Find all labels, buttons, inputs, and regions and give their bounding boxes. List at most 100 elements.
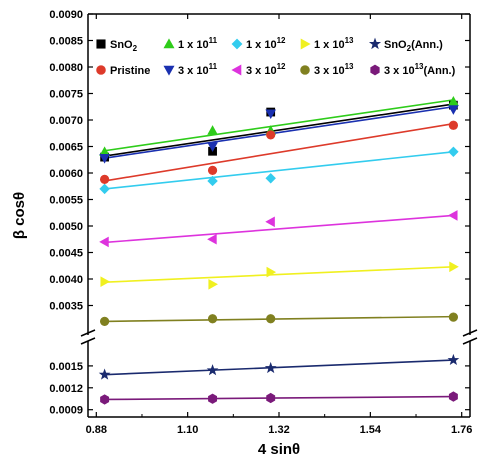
legend-marker (163, 38, 175, 49)
y-tick-label: 0.0085 (49, 36, 83, 48)
data-point-series-7 (99, 236, 109, 248)
legend-marker (370, 64, 380, 76)
fit-line-series-1 (104, 99, 454, 152)
y-tick-label: 0.0060 (49, 168, 83, 180)
legend-item-1: 1 x 1011 (163, 36, 218, 51)
y-tick-label: 0.0045 (49, 248, 83, 260)
fit-line-series-0 (104, 103, 454, 157)
legend-item-5: Pristine (96, 65, 150, 77)
x-tick-label: 1.32 (268, 424, 289, 436)
data-point-series-7 (447, 210, 458, 221)
data-point-series-4 (98, 368, 111, 380)
legend-label-part: 2 (407, 44, 412, 53)
legend-label: 3 x 1011 (178, 62, 218, 77)
fit-line-series-8 (104, 315, 454, 323)
axis-break-mark (80, 337, 96, 345)
legend-marker (368, 37, 382, 50)
axis-break-mark (462, 329, 478, 337)
data-point-series-5 (266, 130, 276, 140)
data-point-series-4 (206, 364, 219, 376)
data-point-series-9 (208, 393, 218, 404)
legend-label-part: 3 x 10 (314, 65, 345, 77)
fit-line-series-6 (104, 105, 454, 159)
legend-item-6: 3 x 1011 (163, 62, 218, 77)
legend-label: Pristine (110, 65, 150, 77)
data-point-series-1 (207, 125, 218, 135)
y-tick-label: 0.0055 (49, 195, 83, 207)
legend-label-part: 12 (277, 62, 286, 71)
legend-label: SnO2(Ann.) (384, 39, 443, 53)
legend-label-part: 3 x 10 (178, 65, 209, 77)
legend-label-part: Pristine (110, 65, 150, 77)
legend-label: 1 x 1011 (178, 36, 218, 51)
data-point-series-6 (265, 109, 277, 120)
legend-label-part: 1 x 10 (178, 39, 209, 51)
plot-markers (98, 96, 460, 405)
x-tick-label: 1.54 (360, 424, 382, 436)
data-point-series-9 (448, 391, 458, 402)
legend-label-part: 1 x 10 (246, 39, 277, 51)
axis-break-mark (80, 329, 96, 337)
legend-label-part: (Ann.) (424, 65, 456, 77)
legend-marker (96, 65, 106, 75)
y-tick-label: 0.0050 (49, 221, 83, 233)
y-tick-label: 0.0070 (49, 115, 83, 127)
fit-line-series-9 (104, 395, 454, 401)
data-point-series-7 (207, 233, 217, 245)
data-point-series-5 (207, 165, 218, 175)
y-tick-label: 0.0065 (49, 142, 83, 154)
y-tick-label: 0.0012 (49, 383, 83, 395)
fit-line-series-7 (104, 214, 454, 244)
legend-label-part: 13 (415, 62, 424, 71)
y-tick-label: 0.0075 (49, 89, 83, 101)
legend-label-part: 3 x 10 (384, 65, 415, 77)
plot-lines (104, 99, 454, 401)
legend-marker (231, 38, 243, 50)
legend-label-part: 11 (209, 62, 218, 71)
legend-marker (231, 64, 242, 76)
legend-label: SnO2 (110, 39, 138, 53)
data-point-series-2 (207, 175, 218, 187)
data-point-series-6 (207, 142, 218, 152)
y-axis-label: β cosθ (11, 192, 28, 239)
data-point-series-3 (208, 278, 218, 290)
data-point-series-2 (99, 183, 110, 195)
fit-line-series-5 (104, 122, 454, 182)
y-tick-label: 0.0090 (49, 9, 83, 21)
legend-item-3: 1 x 1013 (300, 36, 354, 51)
legend-label: 1 x 1013 (314, 36, 354, 51)
legend-label: 1 x 1012 (246, 36, 286, 51)
legend-item-4: SnO2(Ann.) (368, 37, 443, 53)
legend-label-part: 11 (209, 36, 218, 45)
data-point-series-6 (448, 105, 459, 115)
data-point-series-8 (448, 312, 459, 322)
legend-label-part: 13 (345, 62, 354, 71)
data-point-series-8 (207, 314, 218, 324)
legend-item-9: 3 x 1013(Ann.) (370, 62, 456, 77)
y-tick-label: 0.0080 (49, 62, 83, 74)
legend-label-part: SnO (384, 39, 407, 51)
data-point-series-5 (448, 120, 459, 130)
axis-break-mark (462, 337, 478, 345)
legend-label: 3 x 1013 (314, 62, 354, 77)
data-point-series-4 (264, 361, 277, 374)
data-point-series-9 (100, 394, 110, 405)
data-point-series-3 (449, 261, 459, 273)
legend-marker (96, 39, 106, 49)
x-tick-label: 1.76 (451, 424, 472, 436)
data-point-series-2 (448, 146, 459, 158)
data-point-series-8 (99, 316, 110, 327)
fit-line-series-2 (104, 151, 454, 190)
legend-label: 3 x 1013(Ann.) (384, 62, 456, 77)
legend-item-2: 1 x 1012 (231, 36, 286, 51)
legend-label: 3 x 1012 (246, 62, 286, 77)
legend-item-7: 3 x 1012 (231, 62, 286, 77)
legend-label-part: 12 (277, 36, 286, 45)
x-tick-label: 1.10 (177, 424, 198, 436)
data-point-series-5 (99, 174, 110, 184)
legend-item-0: SnO2 (96, 39, 138, 53)
legend: SnO2 1 x 1011 1 x 1012 1 x 1013 SnO2(Ann.)Pr… (96, 36, 456, 77)
legend-item-8: 3 x 1013 (300, 62, 354, 77)
legend-label-part: 1 x 10 (314, 39, 345, 51)
